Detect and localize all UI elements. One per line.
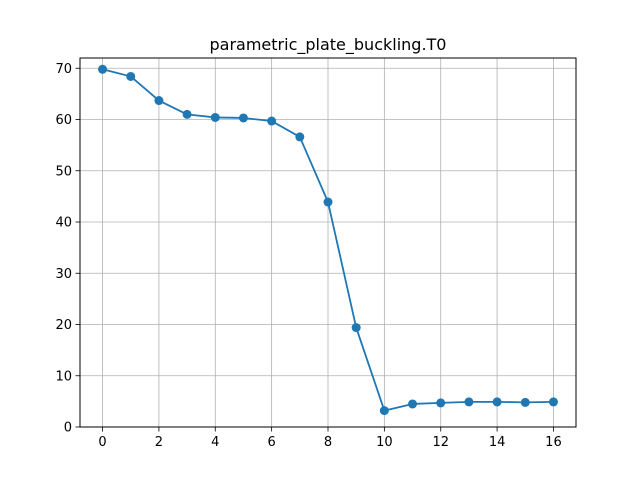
y-axis: 0 10 20 30 40 50 60 70	[55, 62, 80, 436]
x-axis: 0 2 4 6 8 10 12 14 16	[98, 427, 562, 450]
data-point	[323, 197, 333, 207]
y-tick-label: 0	[64, 421, 72, 436]
x-tick-label: 2	[155, 435, 163, 450]
y-tick-label: 40	[55, 216, 72, 231]
x-tick-label: 4	[211, 435, 219, 450]
data-point	[351, 323, 361, 333]
x-tick-label: 10	[376, 435, 393, 450]
data-point	[520, 397, 530, 407]
data-point	[436, 398, 446, 408]
data-point	[408, 399, 418, 409]
x-tick-label: 16	[545, 435, 562, 450]
data-point	[126, 71, 136, 81]
y-tick-label: 70	[55, 62, 72, 77]
y-tick-label: 10	[55, 369, 72, 384]
data-point	[182, 109, 192, 119]
grid	[80, 58, 576, 428]
x-tick-label: 6	[267, 435, 275, 450]
data-point	[210, 112, 220, 122]
data-point	[98, 64, 108, 74]
y-tick-label: 60	[55, 113, 72, 128]
data-point	[464, 397, 474, 407]
y-tick-label: 20	[55, 318, 72, 333]
x-tick-label: 12	[432, 435, 449, 450]
data-point	[295, 132, 305, 142]
x-tick-label: 14	[489, 435, 506, 450]
y-tick-label: 30	[55, 267, 72, 282]
data-point	[238, 113, 248, 123]
x-tick-label: 8	[324, 435, 332, 450]
x-tick-label: 0	[98, 435, 106, 450]
data-point	[267, 116, 277, 126]
data-point	[154, 96, 164, 106]
y-tick-label: 50	[55, 164, 72, 179]
data-point	[492, 397, 502, 407]
data-point	[379, 406, 389, 416]
data-point	[548, 397, 558, 407]
series-layer	[98, 64, 558, 416]
chart-title: parametric_plate_buckling.T0	[210, 35, 447, 55]
